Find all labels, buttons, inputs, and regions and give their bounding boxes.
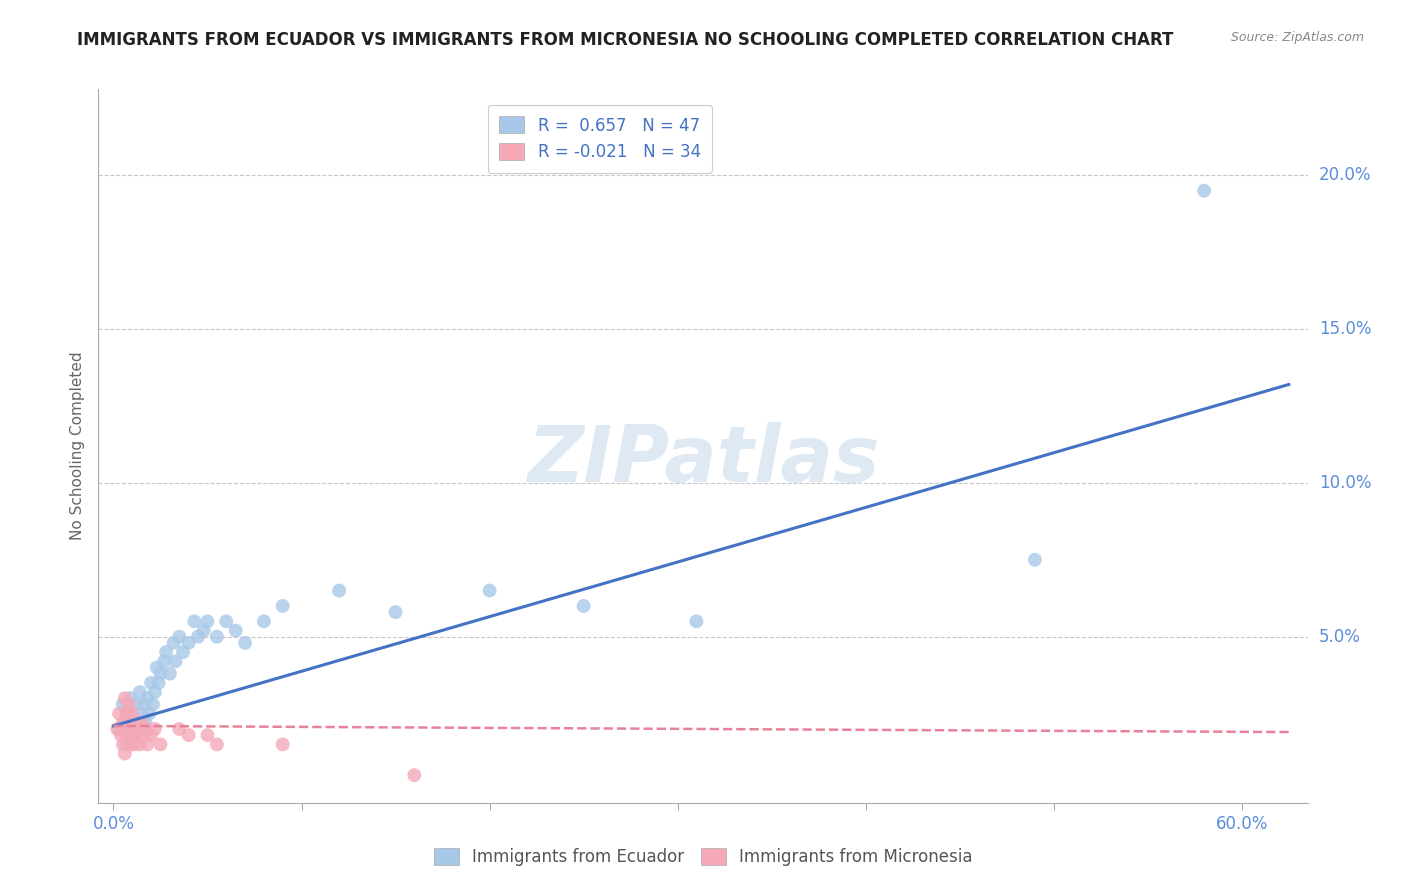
Point [205, 630, 228, 644]
Point [121, 706, 143, 721]
Point [125, 715, 148, 730]
Point [115, 737, 138, 751]
Point [384, 605, 406, 619]
Point [131, 715, 153, 730]
Point [271, 737, 294, 751]
Point [120, 715, 142, 730]
Point [108, 722, 131, 736]
Point [121, 728, 143, 742]
Point [1192, 184, 1215, 198]
Point [177, 636, 200, 650]
Point [172, 645, 194, 659]
Point [149, 666, 172, 681]
Point [111, 737, 134, 751]
Point [115, 706, 138, 721]
Point [125, 698, 148, 712]
Point [132, 728, 155, 742]
Point [165, 654, 187, 668]
Point [115, 728, 138, 742]
Point [187, 630, 209, 644]
Point [271, 599, 294, 613]
Point [127, 722, 149, 736]
Point [142, 698, 165, 712]
Point [127, 722, 149, 736]
Point [134, 715, 156, 730]
Point [128, 685, 150, 699]
Point [120, 691, 142, 706]
Point [125, 728, 148, 742]
Point [404, 768, 426, 782]
Legend: R =  0.657   N = 47, R = -0.021   N = 34: R = 0.657 N = 47, R = -0.021 N = 34 [488, 104, 713, 173]
Point [132, 698, 155, 712]
Text: 10.0%: 10.0% [1319, 474, 1371, 491]
Point [131, 706, 153, 721]
Point [177, 728, 200, 742]
Point [148, 676, 170, 690]
Point [136, 737, 159, 751]
Point [1024, 553, 1046, 567]
Point [328, 583, 350, 598]
Point [572, 599, 595, 613]
Point [205, 737, 228, 751]
Point [117, 722, 139, 736]
Text: ZIPatlas: ZIPatlas [527, 422, 879, 499]
Point [155, 645, 177, 659]
Point [253, 615, 276, 629]
Point [169, 722, 191, 736]
Text: 15.0%: 15.0% [1319, 320, 1371, 338]
Text: Source: ZipAtlas.com: Source: ZipAtlas.com [1230, 31, 1364, 45]
Point [108, 706, 131, 721]
Point [159, 666, 181, 681]
Point [114, 747, 136, 761]
Point [117, 698, 139, 712]
Text: IMMIGRANTS FROM ECUADOR VS IMMIGRANTS FROM MICRONESIA NO SCHOOLING COMPLETED COR: IMMIGRANTS FROM ECUADOR VS IMMIGRANTS FR… [77, 31, 1174, 49]
Point [225, 624, 247, 638]
Point [169, 630, 191, 644]
Y-axis label: No Schooling Completed: No Schooling Completed [70, 351, 86, 541]
Text: 5.0%: 5.0% [1319, 628, 1361, 646]
Legend: Immigrants from Ecuador, Immigrants from Micronesia: Immigrants from Ecuador, Immigrants from… [427, 841, 979, 873]
Point [138, 706, 160, 721]
Point [197, 615, 219, 629]
Point [136, 691, 159, 706]
Point [114, 715, 136, 730]
Point [110, 728, 132, 742]
Point [183, 615, 205, 629]
Point [197, 728, 219, 742]
Text: 20.0%: 20.0% [1319, 166, 1371, 185]
Point [114, 691, 136, 706]
Point [478, 583, 501, 598]
Point [105, 722, 128, 736]
Point [193, 624, 215, 638]
Point [122, 737, 145, 751]
Point [215, 615, 238, 629]
Point [233, 636, 256, 650]
Point [143, 685, 166, 699]
Point [122, 722, 145, 736]
Point [120, 737, 142, 751]
Point [117, 706, 139, 721]
Point [128, 737, 150, 751]
Point [162, 636, 184, 650]
Point [149, 737, 172, 751]
Point [685, 615, 707, 629]
Point [111, 698, 134, 712]
Point [143, 722, 166, 736]
Point [122, 715, 145, 730]
Point [134, 722, 156, 736]
Point [121, 728, 143, 742]
Point [139, 676, 162, 690]
Point [153, 654, 176, 668]
Point [145, 660, 167, 674]
Point [139, 728, 162, 742]
Point [111, 715, 134, 730]
